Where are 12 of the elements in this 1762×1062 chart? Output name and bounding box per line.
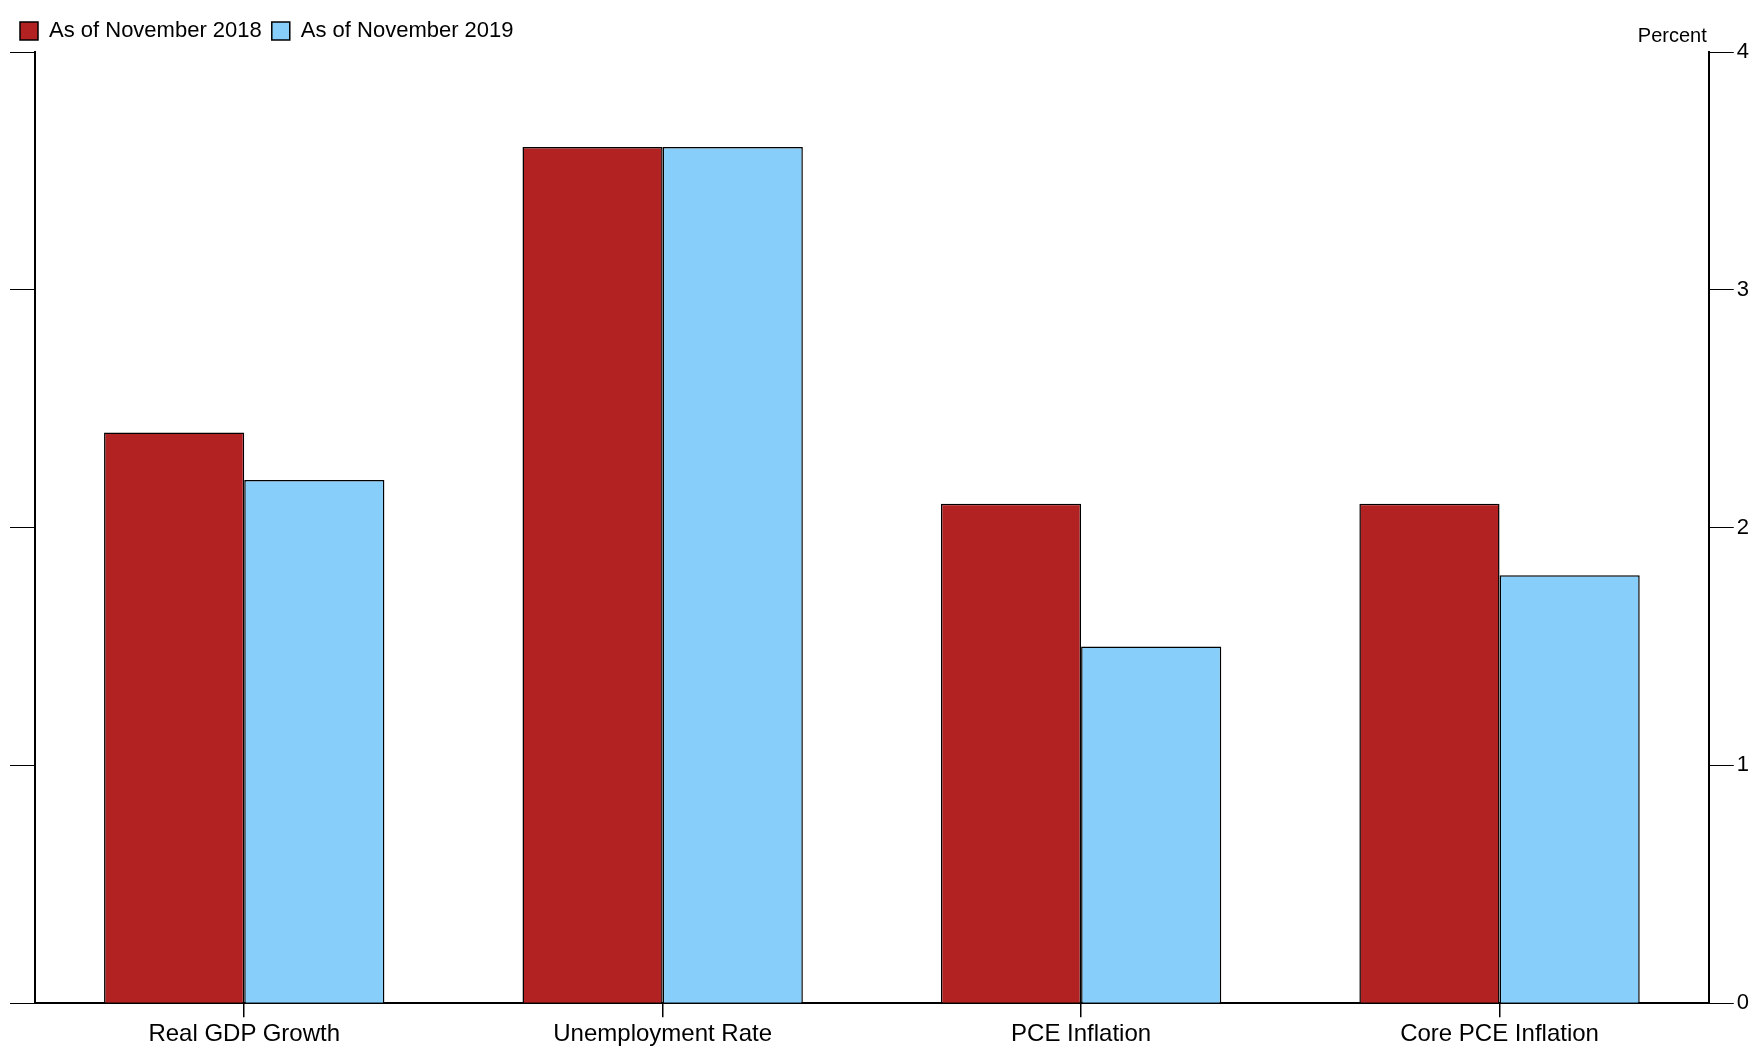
legend-label: As of November 2018 [49, 17, 262, 43]
y-axis-title: Percent [1637, 23, 1708, 46]
y-tick-label: 3 [1736, 275, 1750, 301]
legend-label: As of November 2019 [300, 17, 514, 43]
y-tick-label: 2 [1736, 513, 1750, 539]
x-tick-label: Unemployment Rate [553, 1019, 773, 1047]
y-tick-label: 4 [1736, 38, 1750, 64]
x-tick-label: Core PCE Inflation [1400, 1019, 1599, 1047]
x-tick-label: Real GDP Growth [148, 1019, 341, 1047]
y-tick-label: 0 [1736, 989, 1750, 1015]
x-tick-label: PCE Inflation [1011, 1019, 1152, 1047]
y-tick-label: 1 [1736, 751, 1750, 777]
